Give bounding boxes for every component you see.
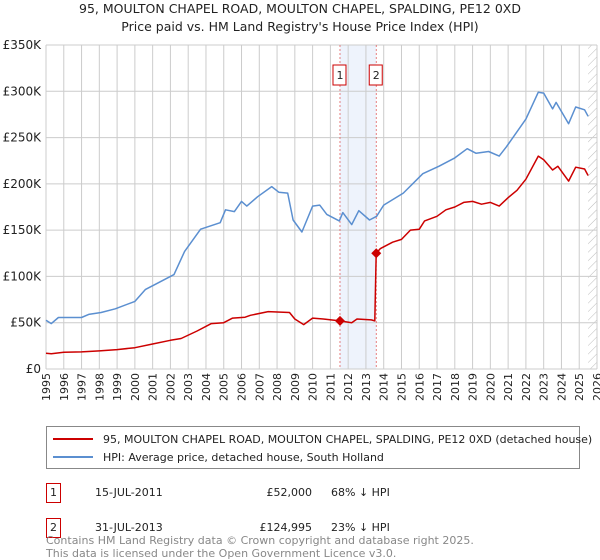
x-tick-label: 1996 (58, 373, 71, 401)
x-tick-label: 1995 (40, 373, 53, 401)
x-tick-label: 2001 (147, 373, 160, 401)
x-tick-label: 2002 (164, 373, 177, 401)
x-tick-label: 1999 (111, 373, 124, 401)
x-tick-label: 2009 (289, 373, 302, 401)
sale-hpi-diff: 68% ↓ HPI (331, 486, 390, 499)
y-tick-label: £50K (10, 316, 42, 330)
sale-price: £52,000 (266, 486, 313, 499)
x-tick-label: 2012 (342, 373, 355, 401)
sale-number-badge: 2 (46, 518, 61, 538)
sale-row: 2 31-JUL-2013 £124,995 23% ↓ HPI (46, 518, 446, 538)
y-tick-label: £100K (3, 269, 43, 283)
x-tick-label: 2013 (360, 373, 373, 401)
chart-title: 95, MOULTON CHAPEL ROAD, MOULTON CHAPEL,… (79, 1, 521, 16)
x-tick-label: 2026 (591, 373, 600, 401)
x-tick-label: 2003 (182, 373, 195, 401)
sale-point-marker (334, 315, 345, 326)
y-tick-label: £350K (3, 38, 43, 52)
sale-label: 2 (373, 69, 380, 82)
x-tick-label: 2016 (413, 373, 426, 401)
x-tick-label: 2023 (538, 373, 551, 401)
shaded-period (339, 45, 377, 369)
legend: 95, MOULTON CHAPEL ROAD, MOULTON CHAPEL,… (46, 426, 592, 469)
legend-item-hpi: HPI: Average price, detached house, Sout… (53, 449, 384, 465)
x-tick-label: 2024 (555, 373, 568, 401)
x-tick-label: 2021 (502, 373, 515, 401)
x-tick-label: 2017 (431, 373, 444, 401)
x-tick-label: 2014 (378, 373, 391, 401)
sale-date: 31-JUL-2013 (95, 521, 163, 534)
sale-label: 1 (336, 69, 343, 82)
x-tick-label: 2008 (271, 373, 284, 401)
forecast-hatch (588, 45, 597, 369)
x-tick-label: 2011 (324, 373, 337, 401)
x-tick-label: 1998 (93, 373, 106, 401)
sale-row: 1 15-JUL-2011 £52,000 68% ↓ HPI (46, 483, 446, 503)
legend-label-property: 95, MOULTON CHAPEL ROAD, MOULTON CHAPEL,… (103, 432, 593, 446)
x-tick-label: 2006 (236, 373, 249, 401)
y-tick-label: £150K (3, 223, 43, 237)
legend-swatch-blue (53, 456, 93, 458)
y-tick-label: £0 (26, 362, 41, 376)
sale-label-box (332, 64, 347, 86)
property-price-line (45, 155, 589, 355)
x-tick-label: 2019 (467, 373, 480, 401)
x-tick-label: 2000 (129, 373, 142, 401)
y-tick-label: £300K (3, 84, 43, 98)
price-chart: £0 £50K £100K £150K £200K £250K £300K £350K 1995… (3, 38, 600, 401)
legend-label-hpi: HPI: Average price, detached house, Sout… (103, 450, 384, 464)
sale-point-marker (371, 248, 382, 259)
footer-copyright: Contains HM Land Registry data © Crown c… (46, 534, 474, 547)
sale-label-box (368, 64, 383, 86)
x-tick-label: 2005 (218, 373, 231, 401)
sale-hpi-diff: 23% ↓ HPI (331, 521, 390, 534)
legend-swatch-red (53, 438, 93, 440)
x-tick-label: 2007 (253, 373, 266, 401)
x-tick-label: 2004 (200, 373, 213, 401)
footer-licence: This data is licensed under the Open Gov… (46, 547, 397, 560)
x-tick-label: 2015 (395, 373, 408, 401)
sale-price: £124,995 (259, 521, 313, 534)
x-tick-label: 2022 (520, 373, 533, 401)
legend-item-property: 95, MOULTON CHAPEL ROAD, MOULTON CHAPEL,… (53, 431, 592, 447)
x-tick-label: 2020 (484, 373, 497, 401)
hpi-line (45, 91, 589, 325)
y-tick-label: £250K (3, 131, 43, 145)
sale-number-badge: 1 (46, 483, 61, 503)
x-tick-label: 2018 (449, 373, 462, 401)
sale-date: 15-JUL-2011 (95, 486, 163, 499)
x-tick-label: 2010 (307, 373, 320, 401)
chart-subtitle: Price paid vs. HM Land Registry's House … (121, 19, 479, 34)
x-tick-label: 1997 (76, 373, 89, 401)
x-tick-label: 2025 (573, 373, 586, 401)
y-tick-label: £200K (3, 177, 43, 191)
